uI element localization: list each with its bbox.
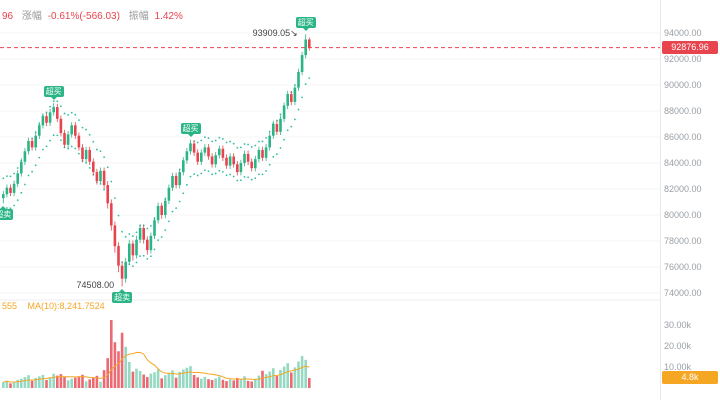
quote-info-bar: 96 涨幅 -0.61%(-566.03) 振幅 1.42% [2,7,183,22]
volume-fragment: 555 [2,301,18,311]
amplitude-label: 振幅 [128,11,149,22]
current-volume-badge: 4.8k [662,371,718,385]
current-price-badge: 92876.96 [662,41,718,55]
change-label: 涨幅 [21,11,42,22]
change-value: -0.61%(-566.03) [47,11,120,22]
amplitude-value: 1.42% [154,11,183,22]
price-fragment: 96 [2,11,14,22]
volume-ma-label: MA(10):8,241.7524 [27,301,105,311]
volume-indicator-bar: 555 MA(10):8,241.7524 [2,301,113,311]
